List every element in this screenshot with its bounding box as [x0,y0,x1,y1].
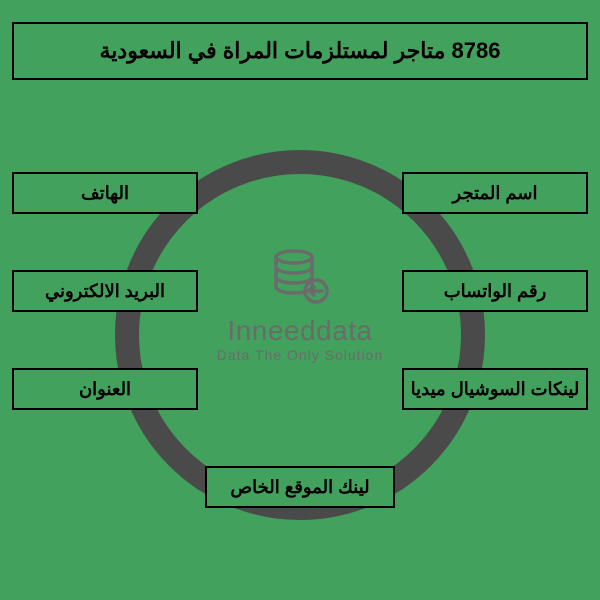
title-text: متاجر لمستلزمات المراة في السعودية [100,38,446,64]
title-count: 8786 [452,38,501,64]
field-address: العنوان [12,368,198,410]
field-email: البريد الالكتروني [12,270,198,312]
brand-logo: Inneeddata Data The Only Solution [200,245,400,363]
field-social: لينكات السوشيال ميديا [402,368,588,410]
brand-tagline: Data The Only Solution [200,347,400,363]
field-phone: الهاتف [12,172,198,214]
infographic-canvas: Inneeddata Data The Only Solution 8786 م… [0,0,600,600]
title-box: 8786 متاجر لمستلزمات المراة في السعودية [12,22,588,80]
database-icon [268,245,332,309]
field-website: لينك الموقع الخاص [205,466,395,508]
brand-name: Inneeddata [200,315,400,347]
field-whatsapp: رقم الواتساب [402,270,588,312]
field-store-name: اسم المتجر [402,172,588,214]
